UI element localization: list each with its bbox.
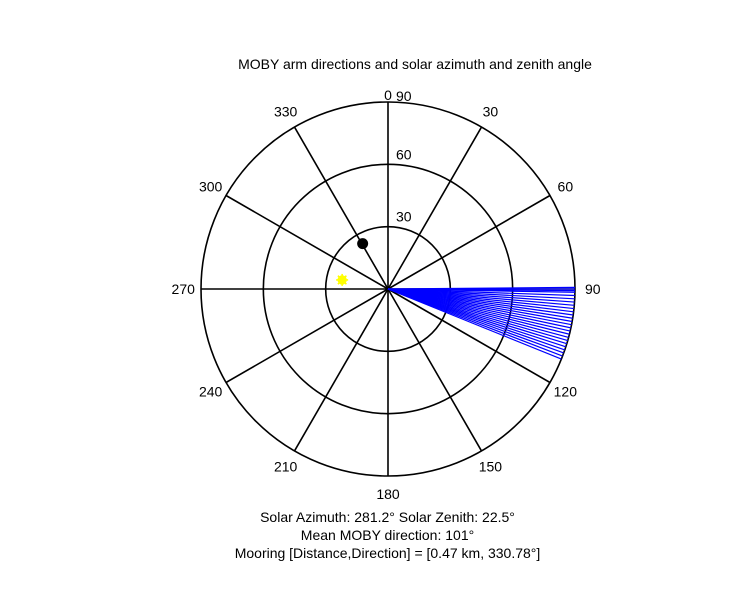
spoke-330 <box>293 126 389 290</box>
spoke-60 <box>387 194 551 290</box>
angle-label-120: 120 <box>554 383 578 399</box>
axis-labels: 0 30 60 90 120 150 180 210 240 270 300 330 30 60 90 <box>172 87 601 502</box>
spoke-240 <box>225 288 389 384</box>
spoke-30 <box>387 126 483 290</box>
angle-label-300: 300 <box>199 179 223 195</box>
angle-label-30: 30 <box>483 104 499 120</box>
angle-label-60: 60 <box>558 179 574 195</box>
angle-label-180: 180 <box>376 486 400 502</box>
angle-label-270: 270 <box>172 281 196 297</box>
markers <box>336 238 369 286</box>
solar-annotation: Solar Azimuth: 281.2° Solar Zenith: 22.5… <box>260 509 515 525</box>
spoke-300 <box>225 194 389 290</box>
mooring-marker <box>357 238 369 250</box>
spoke-120 <box>387 288 551 384</box>
angle-label-0: 0 <box>384 87 392 103</box>
angle-label-90: 90 <box>585 281 601 297</box>
moby-arm-lines <box>387 286 575 360</box>
polar-grid <box>200 101 576 477</box>
radial-label-30: 30 <box>396 209 412 225</box>
moby-direction-annotation: Mean MOBY direction: 101° <box>300 527 475 543</box>
chart-title: MOBY arm directions and solar azimuth an… <box>238 56 592 72</box>
radial-label-90: 90 <box>396 88 412 104</box>
sun-marker <box>336 273 349 286</box>
spoke-150 <box>387 288 483 452</box>
angle-label-210: 210 <box>274 458 298 474</box>
angle-label-330: 330 <box>274 104 298 120</box>
arm-line-24 <box>387 288 562 360</box>
angle-label-150: 150 <box>479 458 503 474</box>
spoke-210 <box>293 288 389 452</box>
angle-label-240: 240 <box>199 383 223 399</box>
mooring-annotation: Mooring [Distance,Direction] = [0.47 km,… <box>234 545 541 561</box>
radial-label-60: 60 <box>396 146 412 162</box>
